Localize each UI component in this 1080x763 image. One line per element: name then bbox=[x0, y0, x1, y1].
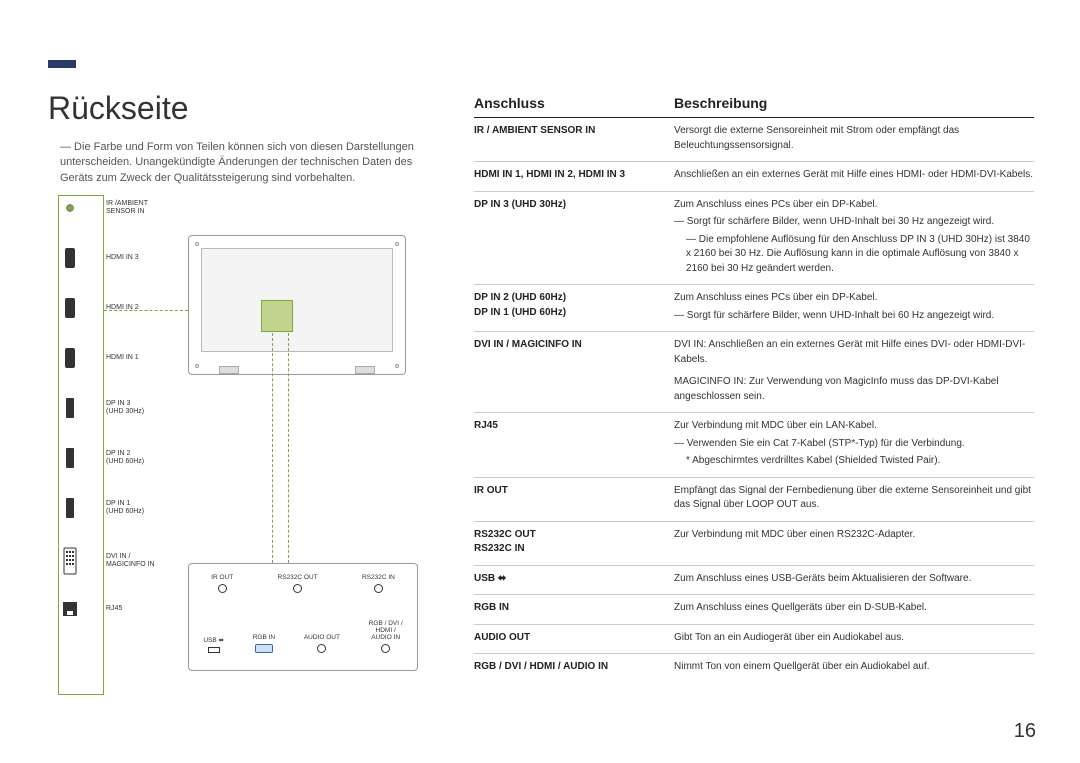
port-name: DVI IN / MAGICINFO IN bbox=[474, 338, 674, 404]
dashed-connector bbox=[104, 310, 188, 311]
dvi-port-icon bbox=[60, 547, 80, 575]
port-desc: Zum Anschluss eines PCs über ein DP-Kabe… bbox=[674, 198, 1034, 277]
panel-label: IR OUT bbox=[211, 574, 233, 581]
highlighted-region bbox=[261, 300, 293, 332]
port-name: AUDIO OUT bbox=[474, 631, 674, 646]
ir-sensor-port-icon bbox=[60, 203, 80, 213]
port-column bbox=[58, 195, 104, 695]
port-label: DP IN 2 (UHD 60Hz) bbox=[106, 450, 144, 465]
table-row: RS232C OUT RS232C IN Zur Verbindung mit … bbox=[474, 522, 1034, 566]
port-desc: Zum Anschluss eines USB-Geräts beim Aktu… bbox=[674, 572, 1034, 587]
port-label: RJ45 bbox=[106, 605, 122, 613]
port-name: DP IN 2 (UHD 60Hz) DP IN 1 (UHD 60Hz) bbox=[474, 291, 674, 323]
ports-table: Anschluss Beschreibung IR / AMBIENT SENS… bbox=[474, 95, 1034, 683]
port-name: IR OUT bbox=[474, 484, 674, 513]
page-number: 16 bbox=[1014, 720, 1036, 743]
port-label: DP IN 1 (UHD 60Hz) bbox=[106, 500, 144, 515]
dp2-port-icon bbox=[60, 447, 80, 469]
device-rear-illustration bbox=[188, 235, 406, 375]
table-row: DVI IN / MAGICINFO IN DVI IN: Anschließe… bbox=[474, 332, 1034, 413]
table-row: RGB / DVI / HDMI / AUDIO IN Nimmt Ton vo… bbox=[474, 654, 1034, 683]
port-label: HDMI IN 3 bbox=[106, 254, 139, 262]
intro-note: ― Die Farbe und Form von Teilen können s… bbox=[60, 140, 420, 186]
port-desc: DVI IN: Anschließen an ein externes Gerä… bbox=[674, 338, 1034, 404]
port-desc: Zur Verbindung mit MDC über ein LAN-Kabe… bbox=[674, 419, 1034, 469]
panel-label: RS232C OUT bbox=[278, 574, 318, 581]
table-row: RGB IN Zum Anschluss eines Quellgeräts ü… bbox=[474, 595, 1034, 625]
hdmi3-port-icon bbox=[60, 247, 80, 269]
panel-label: RGB / DVI / HDMI / AUDIO IN bbox=[369, 620, 403, 641]
bottom-port-panel: IR OUT RS232C OUT RS232C IN USB ⬌ RGB IN… bbox=[188, 563, 418, 671]
header-desc: Beschreibung bbox=[674, 95, 1034, 111]
port-desc: Anschließen an ein externes Gerät mit Hi… bbox=[674, 168, 1034, 183]
panel-label: USB bbox=[203, 637, 216, 644]
panel-label: RGB IN bbox=[253, 634, 275, 641]
panel-label: AUDIO OUT bbox=[304, 634, 340, 641]
table-row: HDMI IN 1, HDMI IN 2, HDMI IN 3 Anschlie… bbox=[474, 162, 1034, 192]
port-desc: Zum Anschluss eines PCs über ein DP-Kabe… bbox=[674, 291, 1034, 323]
dp3-port-icon bbox=[60, 397, 80, 419]
dp1-port-icon bbox=[60, 497, 80, 519]
port-name: IR / AMBIENT SENSOR IN bbox=[474, 124, 674, 153]
table-row: IR OUT Empfängt das Signal der Fernbedie… bbox=[474, 478, 1034, 522]
port-label: HDMI IN 1 bbox=[106, 354, 139, 362]
port-desc: Zum Anschluss eines Quellgeräts über ein… bbox=[674, 601, 1034, 616]
accent-bar bbox=[48, 60, 76, 68]
port-name: DP IN 3 (UHD 30Hz) bbox=[474, 198, 674, 277]
hdmi1-port-icon bbox=[60, 347, 80, 369]
table-row: IR / AMBIENT SENSOR IN Versorgt die exte… bbox=[474, 118, 1034, 162]
table-row: RJ45 Zur Verbindung mit MDC über ein LAN… bbox=[474, 413, 1034, 478]
table-row: USB ⬌ Zum Anschluss eines USB-Geräts bei… bbox=[474, 566, 1034, 596]
port-name: RS232C OUT RS232C IN bbox=[474, 528, 674, 557]
page-title: Rückseite bbox=[48, 90, 189, 127]
port-name: RGB / DVI / HDMI / AUDIO IN bbox=[474, 660, 674, 675]
port-name: HDMI IN 1, HDMI IN 2, HDMI IN 3 bbox=[474, 168, 674, 183]
rear-diagram: IR /AMBIENT SENSOR IN HDMI IN 3 HDMI IN … bbox=[48, 195, 418, 715]
dashed-connector bbox=[288, 333, 289, 563]
table-row: AUDIO OUT Gibt Ton an ein Audiogerät übe… bbox=[474, 625, 1034, 655]
port-label: DP IN 3 (UHD 30Hz) bbox=[106, 400, 144, 415]
dashed-connector bbox=[272, 333, 273, 563]
port-name: USB ⬌ bbox=[474, 572, 674, 587]
port-label: IR /AMBIENT SENSOR IN bbox=[106, 200, 148, 215]
panel-label: RS232C IN bbox=[362, 574, 395, 581]
rj45-port-icon bbox=[60, 601, 80, 617]
port-desc: Gibt Ton an ein Audiogerät über ein Audi… bbox=[674, 631, 1034, 646]
table-row: DP IN 3 (UHD 30Hz) Zum Anschluss eines P… bbox=[474, 192, 1034, 286]
table-row: DP IN 2 (UHD 60Hz) DP IN 1 (UHD 60Hz) Zu… bbox=[474, 285, 1034, 332]
port-name: RJ45 bbox=[474, 419, 674, 469]
port-desc: Empfängt das Signal der Fernbedienung üb… bbox=[674, 484, 1034, 513]
port-desc: Versorgt die externe Sensoreinheit mit S… bbox=[674, 124, 1034, 153]
header-port: Anschluss bbox=[474, 95, 674, 111]
hdmi2-port-icon bbox=[60, 297, 80, 319]
table-header: Anschluss Beschreibung bbox=[474, 95, 1034, 118]
port-desc: Nimmt Ton von einem Quellgerät über ein … bbox=[674, 660, 1034, 675]
port-label: DVI IN / MAGICINFO IN bbox=[106, 553, 155, 568]
port-name: RGB IN bbox=[474, 601, 674, 616]
port-desc: Zur Verbindung mit MDC über einen RS232C… bbox=[674, 528, 1034, 557]
